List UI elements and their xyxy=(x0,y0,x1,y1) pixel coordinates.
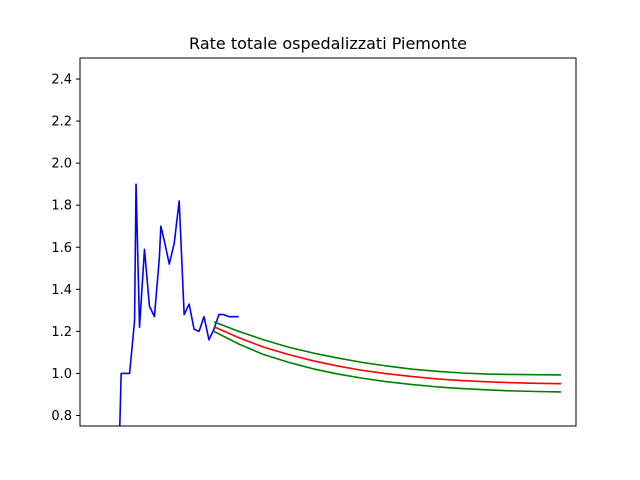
y-tick-label: 1.2 xyxy=(51,325,72,340)
y-tick-label: 1.4 xyxy=(51,283,72,298)
y-tick-label: 1.8 xyxy=(51,199,72,214)
series-line-0 xyxy=(118,183,239,426)
y-tick-label: 0.8 xyxy=(51,409,72,424)
y-tick-label: 1.6 xyxy=(51,241,72,256)
plot-area xyxy=(118,183,562,426)
axes-frame xyxy=(79,57,577,427)
y-tick-label: 1.0 xyxy=(51,367,72,382)
y-tick-label: 2.4 xyxy=(51,73,72,88)
y-axis: 0.8 1.0 1.2 1.4 1.6 1.8 2.0 2.2 2.4 xyxy=(51,73,80,424)
series-line-2 xyxy=(213,326,562,385)
y-tick-label: 2.0 xyxy=(51,157,72,172)
series-line-1 xyxy=(213,321,562,376)
y-tick-label: 2.2 xyxy=(51,115,72,130)
series-line-3 xyxy=(213,330,562,393)
chart-title: Rate totale ospedalizzati Piemonte xyxy=(189,34,467,53)
